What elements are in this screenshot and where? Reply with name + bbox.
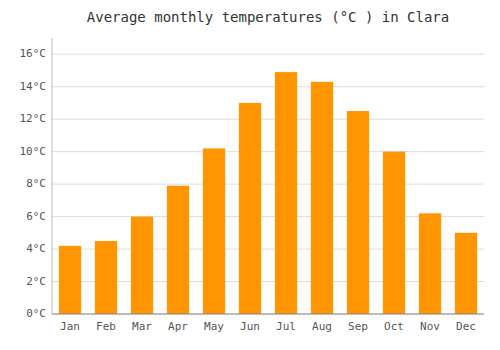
title: Average monthly temperatures (°C ) in Cl… <box>87 9 449 25</box>
x-tick-label: Jun <box>240 320 260 333</box>
x-axis: Jan Feb Mar Apr May Jun Jul Aug Sep Oct Nov Dec <box>52 314 484 333</box>
y-tick-label: 16°C <box>20 47 47 60</box>
y-tick-label: 0°C <box>26 307 46 320</box>
y-tick-label: 6°C <box>26 210 46 223</box>
x-tick-label: Oct <box>384 320 404 333</box>
x-tick-label: Feb <box>96 320 116 333</box>
x-tick-label: Apr <box>168 320 188 333</box>
x-axis-line <box>52 314 484 315</box>
bar <box>455 233 477 314</box>
bar <box>131 217 153 314</box>
chart: Average monthly temperatures (°C ) in Cl… <box>0 0 500 350</box>
grid-line <box>52 314 484 315</box>
x-tick-label: Jan <box>60 320 80 333</box>
bar <box>383 152 405 314</box>
bar <box>95 241 117 314</box>
y-tick-label: 10°C <box>20 145 47 158</box>
y-tick-label: 2°C <box>26 275 46 288</box>
grid-line <box>52 151 484 152</box>
bar <box>419 213 441 314</box>
y-tick-label: 14°C <box>20 80 47 93</box>
x-tick-label: Dec <box>456 320 476 333</box>
chart-container: Average monthly temperatures (°C ) in Cl… <box>0 0 500 350</box>
bars <box>59 72 477 314</box>
grid-line <box>52 184 484 185</box>
y-tick-label: 4°C <box>26 242 46 255</box>
bar <box>311 82 333 314</box>
x-tick-label: Sep <box>348 320 368 333</box>
bar <box>203 148 225 314</box>
bar <box>239 103 261 314</box>
bar <box>59 246 81 314</box>
x-tick-label: Nov <box>420 320 440 333</box>
bar <box>167 186 189 314</box>
grid <box>52 54 484 314</box>
x-tick-label: Jul <box>276 320 296 333</box>
bar <box>275 72 297 314</box>
y-axis-line <box>52 38 53 314</box>
y-axis: 0°C 2°C 4°C 6°C 8°C 10°C 12°C 14°C 16°C <box>20 38 53 320</box>
y-tick-label: 8°C <box>26 177 46 190</box>
grid-line <box>52 86 484 87</box>
grid-line <box>52 54 484 55</box>
x-tick-label: May <box>204 320 224 333</box>
bar <box>347 111 369 314</box>
grid-line <box>52 119 484 120</box>
x-tick-label: Aug <box>312 320 332 333</box>
y-tick-label: 12°C <box>20 112 47 125</box>
x-tick-label: Mar <box>132 320 152 333</box>
